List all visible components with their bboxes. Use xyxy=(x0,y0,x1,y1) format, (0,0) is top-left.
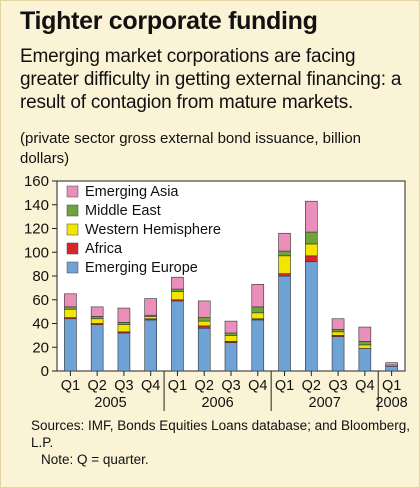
bar-segment xyxy=(305,261,318,372)
y-tick-label: 60 xyxy=(32,292,49,309)
chart-title: Tighter corporate funding xyxy=(20,7,318,35)
year-label: 2006 xyxy=(201,395,233,411)
y-tick-label: 120 xyxy=(24,221,49,238)
bar-segment xyxy=(171,300,184,372)
bar-segment xyxy=(331,331,345,336)
bar-segment xyxy=(358,344,372,349)
bar-segment xyxy=(197,327,211,372)
y-tick-label: 80 xyxy=(32,268,49,285)
bar-segment xyxy=(358,348,372,372)
bar-segment xyxy=(144,316,157,320)
x-tick-label: Q1 xyxy=(275,378,294,394)
x-tick-label: Q4 xyxy=(141,378,160,394)
x-tick-label: Q3 xyxy=(221,378,240,394)
bar-segment xyxy=(144,298,157,316)
bar-segment xyxy=(117,307,131,323)
bar-segment xyxy=(90,316,104,320)
bar-segment xyxy=(358,341,372,346)
bar-segment xyxy=(278,250,291,257)
bar-segment xyxy=(224,342,238,372)
bar-segment xyxy=(197,300,211,318)
bar-segment xyxy=(171,276,184,290)
bar-segment xyxy=(224,335,238,342)
bar-segment xyxy=(251,284,265,308)
sources-note: Sources: IMF, Bonds Equities Loans datab… xyxy=(31,418,410,450)
stacked-bar-chart: 0 20 40 60 80 100 120 140 160 Q1 Q2 Q3 Q4 Q1 Q2 Q3 Q4 Q1 Q… xyxy=(24,173,408,411)
bar-segment xyxy=(305,231,318,245)
bar-segment xyxy=(278,232,291,252)
bar-segment xyxy=(197,325,211,329)
x-tick-label: Q4 xyxy=(355,378,374,394)
year-label: 2008 xyxy=(375,395,407,411)
bar-segment xyxy=(117,324,131,333)
bar-segment xyxy=(224,320,238,334)
bar-segment xyxy=(64,318,77,372)
year-label: 2007 xyxy=(309,395,341,411)
bar-segment xyxy=(117,322,131,325)
bar-segment xyxy=(171,291,184,301)
bar-segment xyxy=(278,255,291,274)
y-tick-label: 100 xyxy=(24,244,49,261)
bar-segment xyxy=(64,293,77,308)
bar-segment xyxy=(305,200,318,233)
chart-footer: Sources: IMF, Bonds Equities Loans datab… xyxy=(31,417,411,468)
bar-segment xyxy=(90,306,104,317)
bar-segment xyxy=(117,332,131,372)
x-tick-label: Q2 xyxy=(87,378,106,394)
year-label: 2005 xyxy=(94,395,126,411)
x-tick-label: Q4 xyxy=(248,378,267,394)
bar-segment xyxy=(197,317,211,322)
bar-segment xyxy=(385,365,398,372)
x-tick-label: Q3 xyxy=(328,378,347,394)
bar-segment xyxy=(171,288,184,292)
bar-segment xyxy=(197,320,211,327)
bar-segment xyxy=(90,324,104,372)
units-note: (private sector gross external bond issu… xyxy=(20,130,362,167)
legend-swatch xyxy=(66,204,79,217)
legend-label: Western Hemisphere xyxy=(85,222,221,238)
x-tick-label: Q2 xyxy=(195,378,214,394)
y-tick-label: 0 xyxy=(41,363,49,380)
y-tick-label: 140 xyxy=(24,197,49,214)
y-tick-label: 20 xyxy=(32,339,49,356)
legend-swatch xyxy=(66,242,79,255)
x-tick-label: Q3 xyxy=(114,378,133,394)
x-tick-label: Q1 xyxy=(168,378,187,394)
bar-segment xyxy=(64,306,77,310)
bar-segment xyxy=(278,273,291,277)
bar-segment xyxy=(251,306,265,314)
bar-segment xyxy=(90,318,104,324)
y-tick-label: 160 xyxy=(24,173,49,190)
quarter-note: Note: Q = quarter. xyxy=(41,452,149,467)
bar-segment xyxy=(278,275,291,372)
x-tick-label: Q2 xyxy=(302,378,321,394)
bar-segment xyxy=(64,308,77,318)
bar-segment xyxy=(385,362,398,366)
x-tick-label: Q1 xyxy=(382,378,401,394)
bar-segment xyxy=(331,318,345,330)
legend-swatch xyxy=(66,223,79,236)
legend-label: Emerging Europe xyxy=(85,260,198,276)
bar-segment xyxy=(358,326,372,342)
bar-segment xyxy=(305,255,318,263)
y-tick-label: 40 xyxy=(32,316,49,333)
bar-segment xyxy=(251,312,265,320)
legend-swatch xyxy=(66,261,79,274)
chart-subtitle: Emerging market corporations are facing … xyxy=(20,46,402,113)
bar-segment xyxy=(144,319,157,372)
bar-segment xyxy=(251,319,265,372)
bar-segment xyxy=(331,329,345,333)
legend-label: Africa xyxy=(85,241,123,257)
legend-label: Emerging Asia xyxy=(85,184,179,200)
bar-segment xyxy=(224,332,238,336)
bar-segment xyxy=(331,336,345,372)
legend-label: Middle East xyxy=(85,203,161,219)
legend-swatch xyxy=(66,185,79,198)
bar-segment xyxy=(305,243,318,257)
x-tick-label: Q1 xyxy=(61,378,80,394)
